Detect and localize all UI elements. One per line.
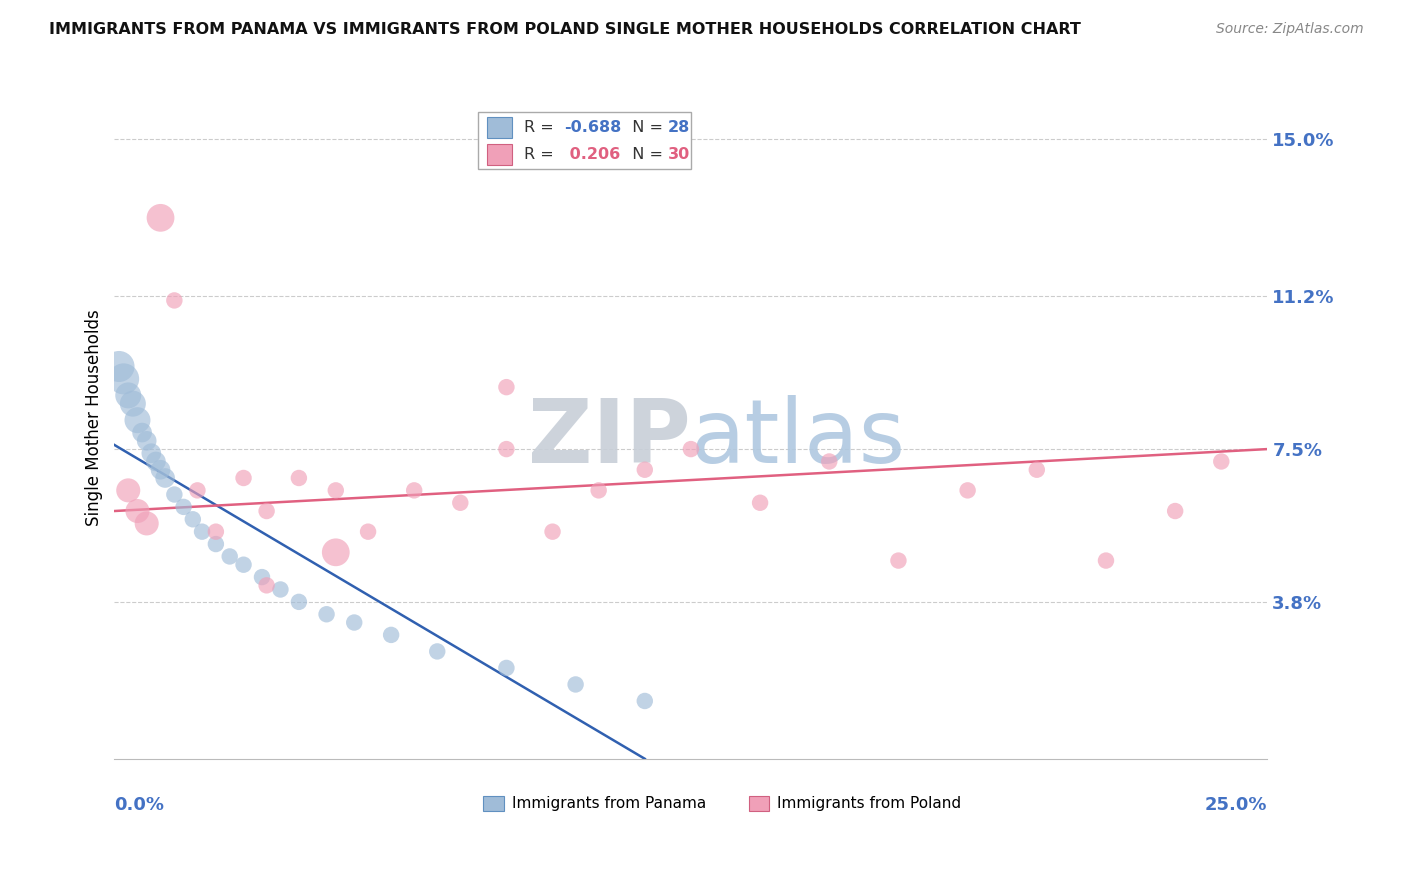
Point bbox=[634, 694, 657, 708]
Point bbox=[541, 524, 564, 539]
Point bbox=[956, 483, 979, 498]
Point bbox=[256, 504, 278, 518]
Point bbox=[449, 496, 471, 510]
Point bbox=[1025, 463, 1047, 477]
FancyBboxPatch shape bbox=[486, 117, 512, 137]
Point bbox=[325, 545, 347, 559]
Point bbox=[135, 434, 157, 448]
Point bbox=[186, 483, 208, 498]
Point bbox=[121, 397, 143, 411]
Text: 0.206: 0.206 bbox=[564, 147, 620, 162]
Point bbox=[163, 293, 186, 308]
Text: IMMIGRANTS FROM PANAMA VS IMMIGRANTS FROM POLAND SINGLE MOTHER HOUSEHOLDS CORREL: IMMIGRANTS FROM PANAMA VS IMMIGRANTS FRO… bbox=[49, 22, 1081, 37]
Point bbox=[495, 661, 517, 675]
FancyBboxPatch shape bbox=[748, 796, 769, 811]
Point bbox=[256, 578, 278, 592]
Point bbox=[173, 500, 195, 514]
Point bbox=[117, 483, 139, 498]
Point bbox=[127, 413, 149, 427]
Point bbox=[250, 570, 273, 584]
Point bbox=[426, 644, 449, 658]
Text: R =: R = bbox=[523, 147, 558, 162]
Point bbox=[749, 496, 772, 510]
Point bbox=[818, 454, 841, 468]
Text: Source: ZipAtlas.com: Source: ZipAtlas.com bbox=[1216, 22, 1364, 37]
Point bbox=[218, 549, 240, 564]
Point bbox=[141, 446, 163, 460]
FancyBboxPatch shape bbox=[486, 145, 512, 165]
Text: 0.0%: 0.0% bbox=[114, 797, 165, 814]
Point bbox=[205, 524, 228, 539]
Y-axis label: Single Mother Households: Single Mother Households bbox=[86, 310, 103, 526]
Text: 28: 28 bbox=[668, 120, 690, 135]
FancyBboxPatch shape bbox=[484, 796, 505, 811]
Point bbox=[1095, 553, 1118, 567]
Point bbox=[232, 471, 254, 485]
Text: -0.688: -0.688 bbox=[564, 120, 621, 135]
Point bbox=[181, 512, 204, 526]
Text: N =: N = bbox=[621, 147, 668, 162]
Point bbox=[288, 471, 311, 485]
Point bbox=[564, 677, 586, 691]
Point bbox=[495, 380, 517, 394]
Point bbox=[149, 463, 172, 477]
Point bbox=[325, 483, 347, 498]
Point bbox=[149, 211, 172, 225]
Text: 25.0%: 25.0% bbox=[1205, 797, 1267, 814]
Point bbox=[1164, 504, 1187, 518]
Point bbox=[205, 537, 228, 551]
Point bbox=[112, 372, 135, 386]
Point bbox=[495, 442, 517, 456]
Text: Immigrants from Poland: Immigrants from Poland bbox=[778, 796, 962, 811]
Point bbox=[288, 595, 311, 609]
Point bbox=[588, 483, 610, 498]
Point bbox=[153, 471, 176, 485]
Text: N =: N = bbox=[621, 120, 668, 135]
Point bbox=[135, 516, 157, 531]
Text: Immigrants from Panama: Immigrants from Panama bbox=[512, 796, 706, 811]
Text: ZIP: ZIP bbox=[529, 395, 690, 482]
Point bbox=[269, 582, 291, 597]
Point bbox=[163, 487, 186, 501]
Point bbox=[380, 628, 402, 642]
Point bbox=[1211, 454, 1233, 468]
FancyBboxPatch shape bbox=[478, 112, 690, 169]
Point bbox=[108, 359, 131, 374]
Point bbox=[232, 558, 254, 572]
Point bbox=[117, 388, 139, 402]
Point bbox=[145, 454, 167, 468]
Text: R =: R = bbox=[523, 120, 558, 135]
Text: 30: 30 bbox=[668, 147, 690, 162]
Text: atlas: atlas bbox=[690, 395, 905, 482]
Point bbox=[343, 615, 366, 630]
Point bbox=[191, 524, 214, 539]
Point bbox=[887, 553, 910, 567]
Point bbox=[131, 425, 153, 440]
Point bbox=[404, 483, 426, 498]
Point bbox=[634, 463, 657, 477]
Point bbox=[127, 504, 149, 518]
Point bbox=[357, 524, 380, 539]
Point bbox=[679, 442, 702, 456]
Point bbox=[315, 607, 337, 622]
